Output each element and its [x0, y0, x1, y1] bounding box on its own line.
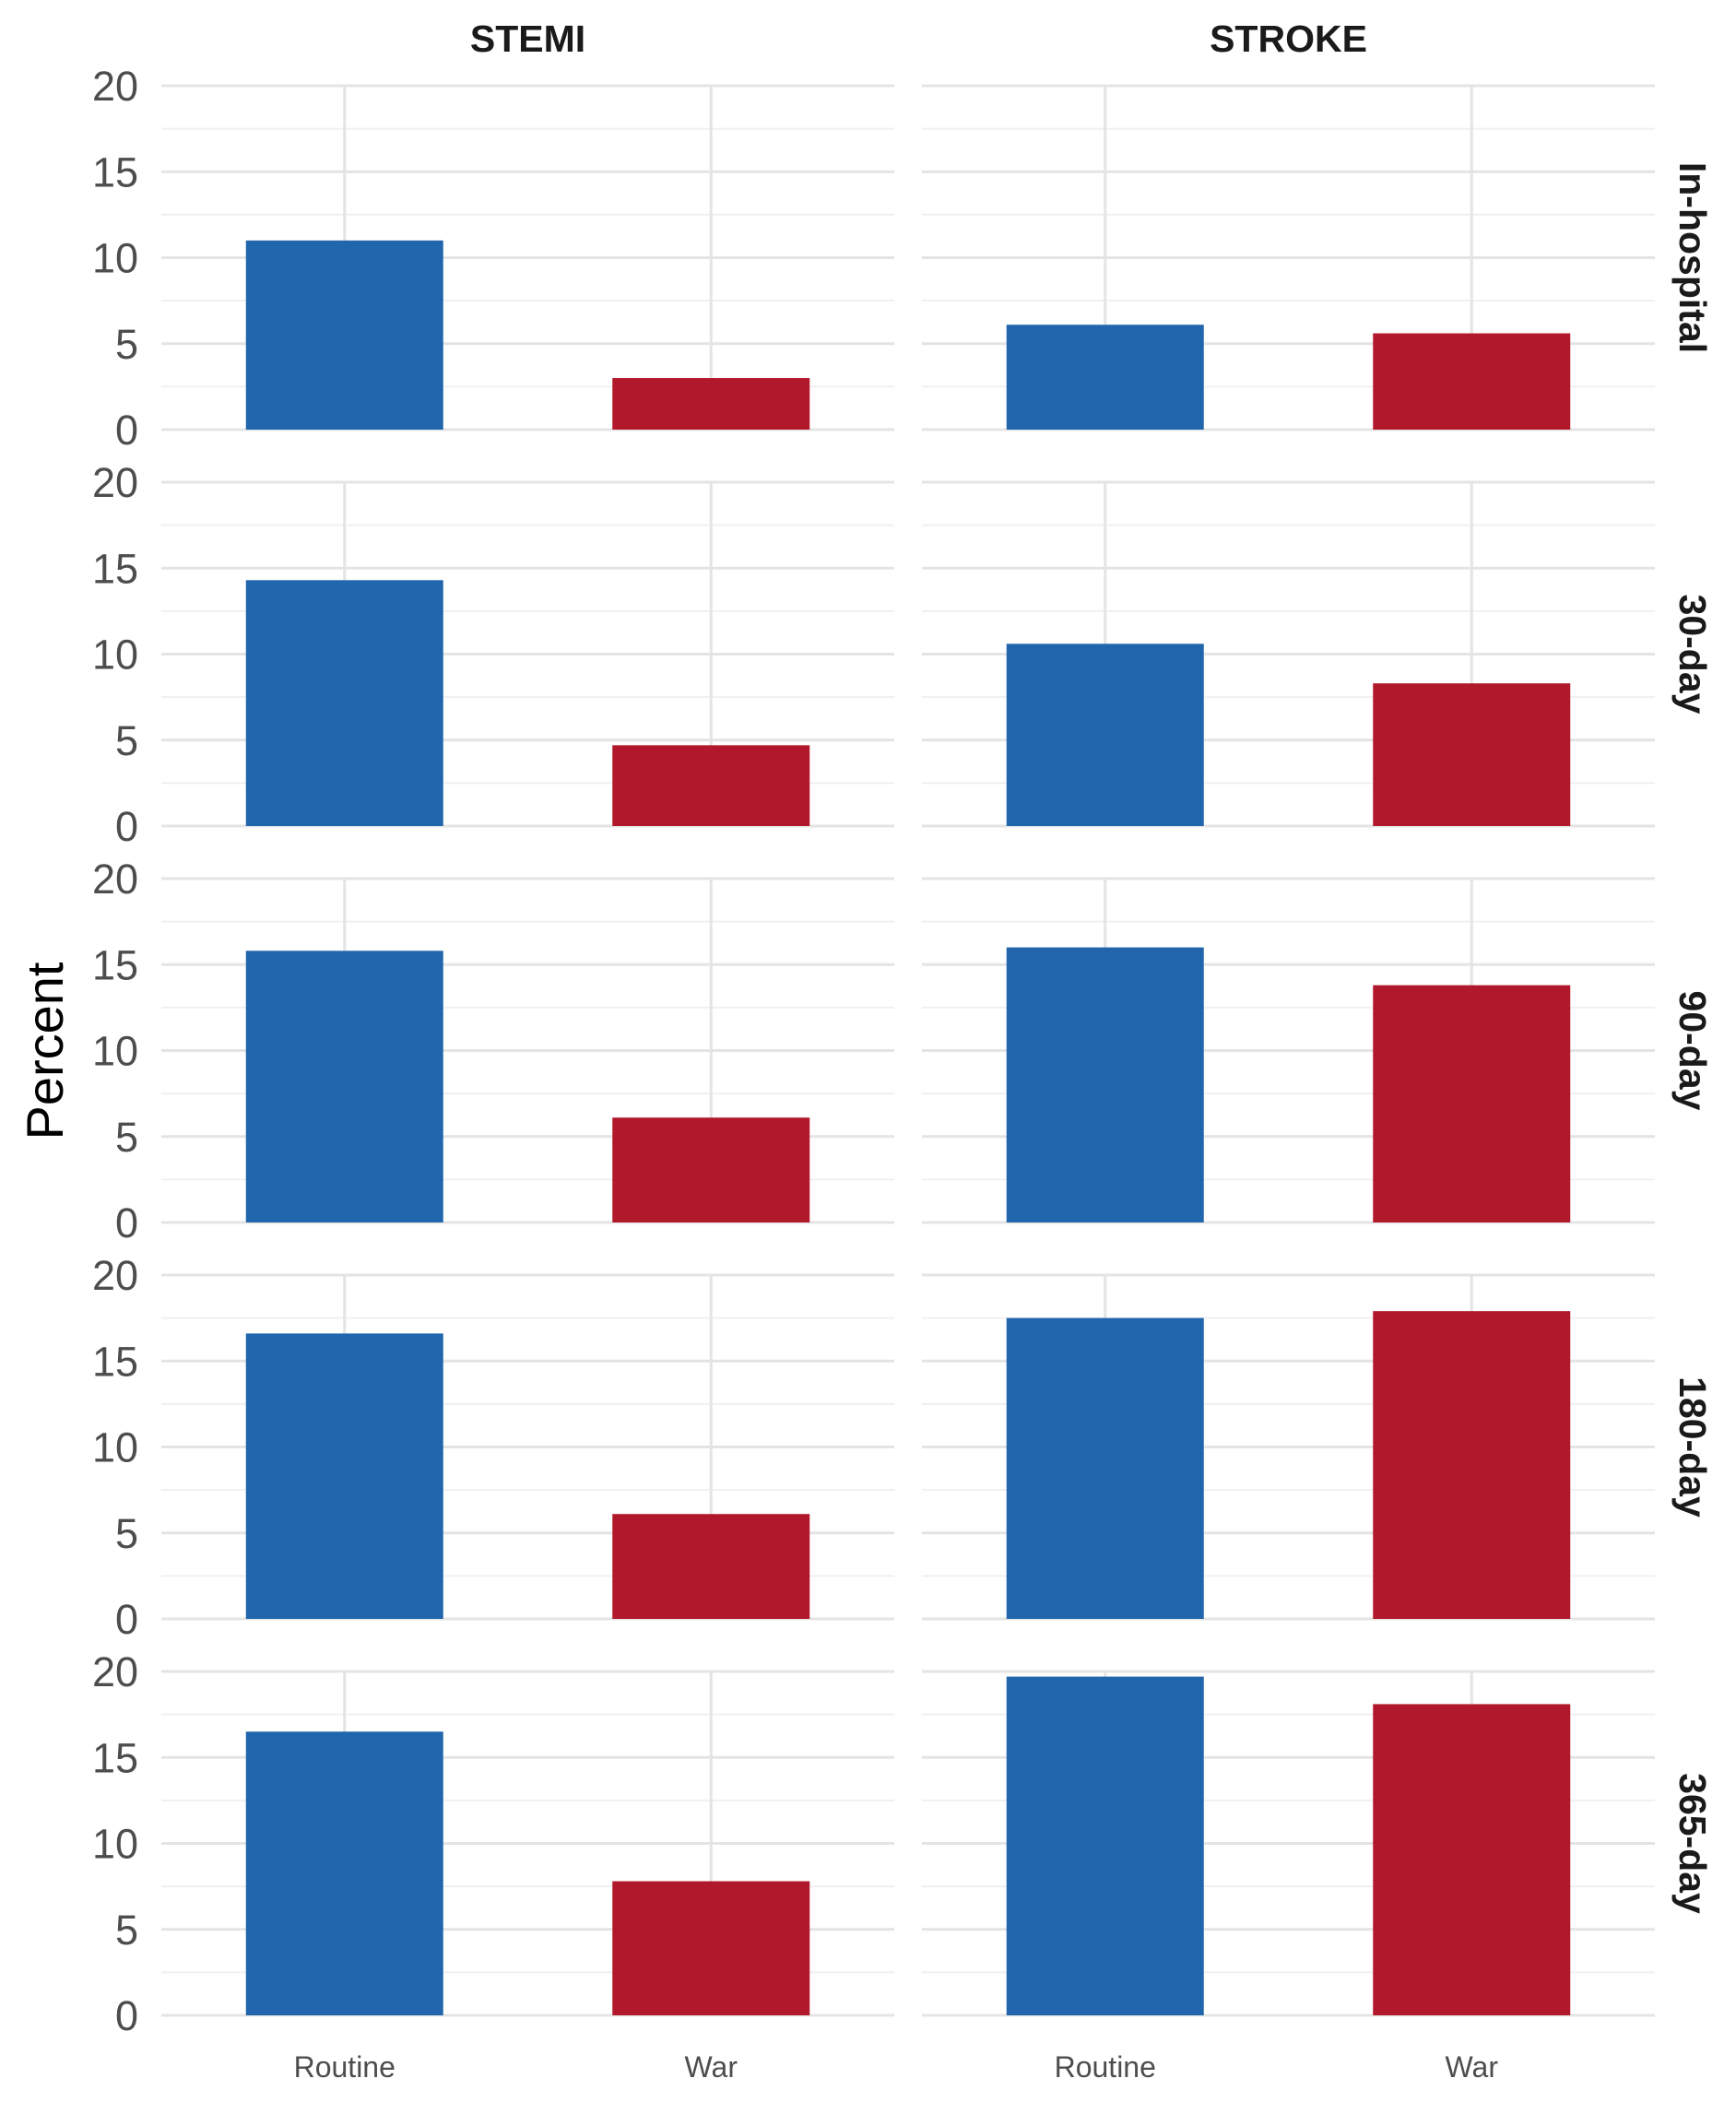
y-tick-label: 20 [92, 856, 138, 903]
facet-row-label-90-day: 90-day [1671, 991, 1714, 1111]
facet-row-label-180-day: 180-day [1671, 1376, 1714, 1517]
y-tick-label: 10 [92, 1821, 138, 1868]
y-tick-label: 0 [115, 1992, 138, 2039]
bar-180-day-stroke-routine [1006, 1317, 1204, 1619]
x-tick-label-stemi-war: War [685, 2050, 738, 2084]
y-tick-label: 0 [115, 407, 138, 454]
facet-col-label-stemi: STEMI [470, 18, 585, 60]
y-tick-label: 5 [115, 321, 138, 368]
facet-row-label-365-day: 365-day [1671, 1773, 1714, 1914]
y-tick-label: 15 [92, 1338, 138, 1385]
y-tick-label: 20 [92, 1252, 138, 1299]
bar-30-day-stroke-war [1373, 683, 1571, 826]
facet-col-label-stroke: STROKE [1210, 18, 1367, 60]
y-tick-label: 0 [115, 1199, 138, 1246]
y-tick-label: 5 [115, 1114, 138, 1161]
y-tick-label: 0 [115, 1596, 138, 1643]
y-tick-label: 15 [92, 148, 138, 195]
x-tick-label-stroke-war: War [1446, 2050, 1499, 2084]
facet-row-label-30-day: 30-day [1671, 595, 1714, 714]
y-tick-label: 15 [92, 545, 138, 592]
bar-180-day-stemi-routine [245, 1333, 443, 1619]
bar-in-hospital-stroke-war [1373, 333, 1571, 430]
y-tick-label: 20 [92, 1648, 138, 1695]
y-tick-label: 5 [115, 1907, 138, 1954]
bar-in-hospital-stemi-war [612, 378, 810, 430]
bar-in-hospital-stroke-routine [1006, 325, 1204, 430]
bar-in-hospital-stemi-routine [245, 240, 443, 430]
y-tick-label: 10 [92, 235, 138, 282]
x-tick-label-stroke-routine: Routine [1055, 2050, 1156, 2084]
bar-365-day-stroke-routine [1006, 1676, 1204, 2015]
y-tick-label: 10 [92, 1028, 138, 1075]
bar-30-day-stemi-routine [245, 580, 443, 826]
bar-90-day-stemi-routine [245, 951, 443, 1222]
y-tick-label: 20 [92, 63, 138, 110]
y-tick-label: 15 [92, 941, 138, 988]
bar-90-day-stemi-war [612, 1117, 810, 1222]
y-tick-label: 15 [92, 1734, 138, 1781]
bar-365-day-stroke-war [1373, 1704, 1571, 2015]
bar-180-day-stroke-war [1373, 1311, 1571, 1619]
x-tick-label-stemi-routine: Routine [294, 2050, 396, 2084]
y-tick-label: 5 [115, 1510, 138, 1557]
y-tick-label: 10 [92, 632, 138, 679]
y-tick-label: 5 [115, 717, 138, 764]
facet-row-label-in-hospital: In-hospital [1671, 162, 1714, 353]
bar-180-day-stemi-war [612, 1514, 810, 1619]
bar-30-day-stemi-war [612, 745, 810, 826]
y-tick-label: 0 [115, 803, 138, 850]
bar-90-day-stroke-routine [1006, 947, 1204, 1222]
bar-365-day-stemi-war [612, 1881, 810, 2015]
bar-90-day-stroke-war [1373, 985, 1571, 1222]
y-axis-label: Percent [16, 962, 74, 1140]
y-tick-label: 10 [92, 1424, 138, 1471]
y-tick-label: 20 [92, 459, 138, 506]
bar-30-day-stroke-routine [1006, 644, 1204, 826]
bar-365-day-stemi-routine [245, 1731, 443, 2015]
